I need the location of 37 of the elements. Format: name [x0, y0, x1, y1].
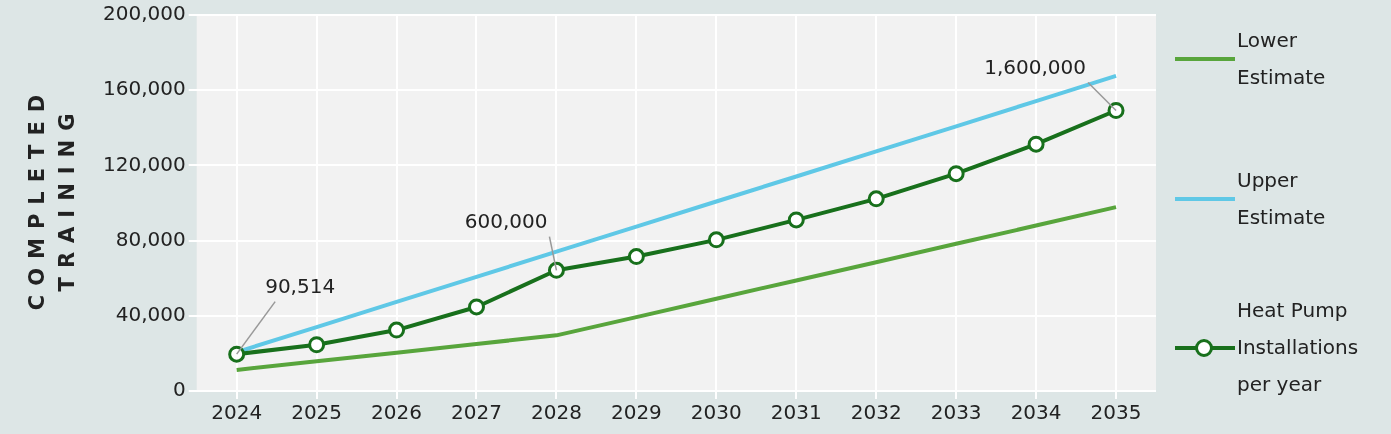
point — [468, 298, 485, 316]
x-tick-label: 2030 — [690, 400, 742, 425]
point — [867, 190, 885, 208]
x-tick-label: 2027 — [451, 400, 502, 425]
point — [1107, 102, 1125, 119]
point — [947, 165, 965, 183]
x-tick-label: 2033 — [930, 400, 982, 425]
annotation: 90,514 — [265, 273, 336, 298]
point — [228, 345, 246, 363]
point — [547, 261, 565, 279]
annotation: 1,600,000 — [984, 54, 1087, 79]
annotation: 600,000 — [464, 208, 548, 233]
x-tick-label: 2025 — [291, 400, 343, 425]
point — [627, 248, 645, 266]
legend-label: Lower Estimate — [1237, 27, 1327, 91]
point — [1027, 135, 1045, 153]
x-tick-label: 2032 — [850, 400, 902, 425]
x-tick-label: 2035 — [1090, 400, 1142, 425]
x-tick-label: 2031 — [770, 400, 822, 425]
x-tick-label: 2026 — [371, 400, 423, 425]
y-tick-label: 200,000 — [102, 1, 186, 26]
legend-label: Upper Estimate — [1237, 167, 1327, 231]
point — [308, 336, 326, 354]
y-tick-label: 80,000 — [115, 226, 186, 251]
x-tick-label: 2028 — [530, 400, 582, 425]
y-tick-label: 160,000 — [102, 76, 186, 101]
y-tick-label: 40,000 — [115, 302, 186, 326]
y-axis-title: COMPLETED TRAINING — [24, 84, 80, 313]
x-tick-label: 2034 — [1010, 400, 1062, 425]
y-tick-label: 120,000 — [102, 151, 186, 176]
point — [707, 231, 725, 249]
y-tick-label: 0 — [172, 377, 186, 402]
point — [388, 321, 406, 339]
x-tick-label: 2024 — [211, 400, 263, 425]
x-tick-label: 2029 — [610, 400, 662, 425]
point — [787, 211, 805, 229]
legend-label: Heat Pump Installations per year — [1237, 297, 1360, 398]
